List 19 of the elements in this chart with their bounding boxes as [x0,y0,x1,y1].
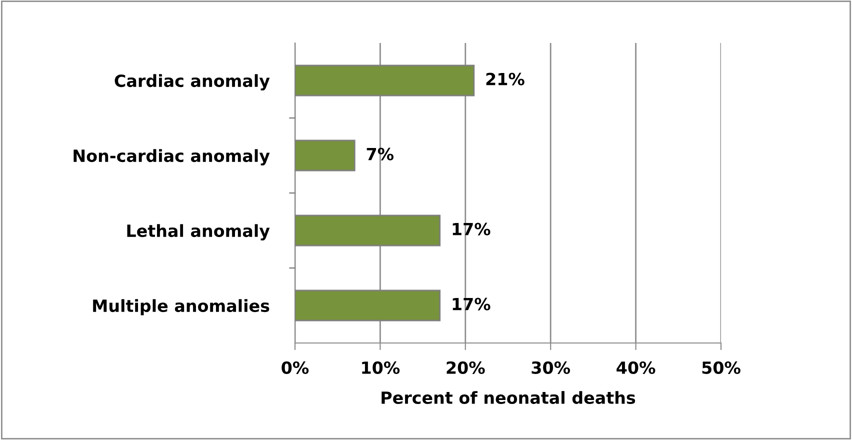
bar [295,214,441,246]
y-tick-label: Multiple anomalies [93,299,270,316]
x-tick-label: 40% [616,361,656,374]
y-tick-label: Non-cardiac anomaly [74,149,270,166]
x-tick-label: 50% [702,361,740,374]
data-label: 17% [452,222,490,236]
data-label: 7% [366,148,394,160]
y-tick-label: Cardiac anomaly [114,74,270,90]
bar [295,64,475,96]
x-tick-label: 0% [282,361,309,374]
x-tick-label: 20% [446,361,485,374]
data-label: 17% [452,298,490,310]
bar [295,290,441,322]
data-label: 21% [486,72,524,86]
x-tick-label: 10% [362,361,400,374]
x-axis-title: Percent of neonatal deaths [382,391,636,404]
y-tick-label: Lethal anomaly [127,224,270,240]
bar [295,140,356,172]
x-tick-label: 30% [532,361,570,374]
